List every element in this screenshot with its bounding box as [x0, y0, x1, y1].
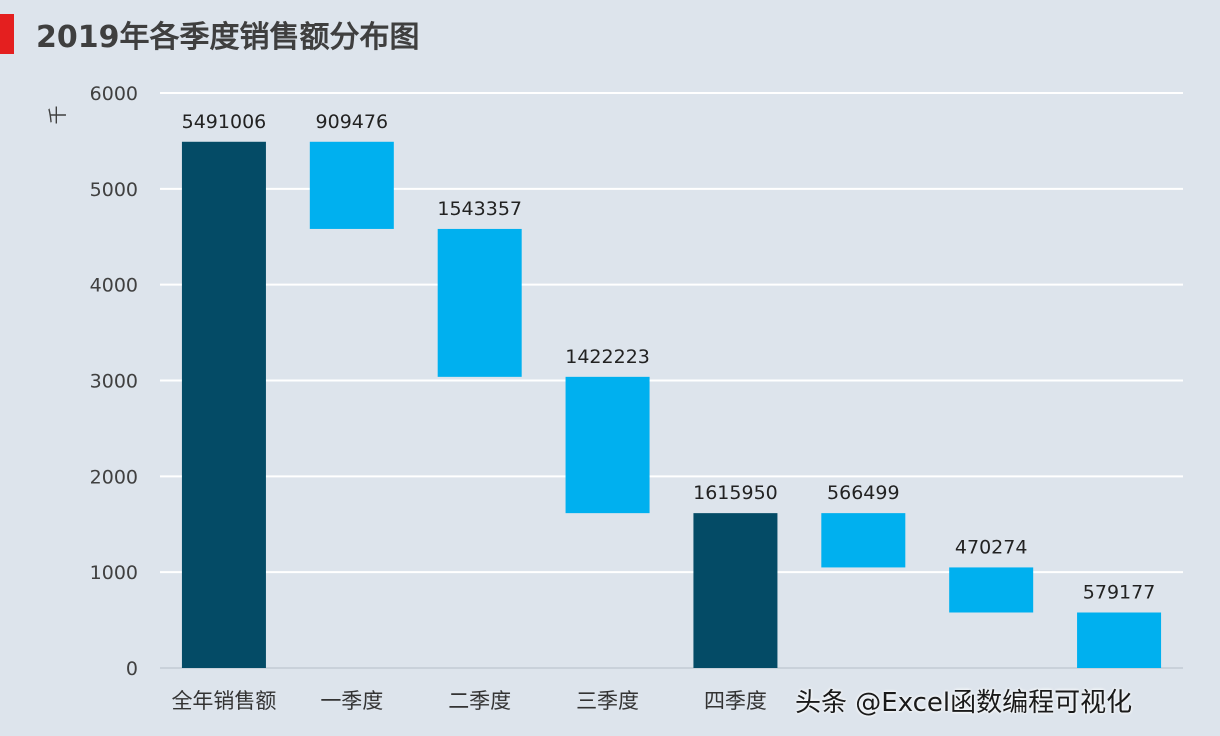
y-tick-label: 5000	[90, 179, 138, 201]
data-label: 579177	[1083, 581, 1156, 603]
data-label: 1615950	[693, 482, 778, 504]
data-label: 470274	[955, 536, 1028, 558]
data-label: 566499	[827, 482, 900, 504]
decrease-bar	[565, 376, 650, 514]
watermark: 头条 @Excel函数编程可视化	[795, 688, 1133, 718]
y-tick-label: 0	[126, 658, 138, 680]
chart-title: 2019年各季度销售额分布图	[36, 20, 420, 55]
title-accent-bar	[0, 14, 14, 54]
x-category-label: 四季度	[704, 689, 767, 713]
data-label: 1543357	[437, 198, 522, 220]
data-label: 1422223	[565, 346, 650, 368]
total-bar	[693, 513, 778, 668]
y-tick-label: 2000	[90, 466, 138, 488]
decrease-bar	[821, 513, 906, 568]
total-bar	[181, 141, 266, 669]
x-category-label: 全年销售额	[171, 689, 276, 713]
data-label: 909476	[316, 111, 389, 133]
data-label: 5491006	[182, 111, 267, 133]
y-tick-label: 3000	[90, 371, 138, 393]
decrease-bar	[949, 567, 1034, 613]
x-category-label: 一季度	[320, 689, 383, 713]
y-tick-label: 4000	[90, 275, 138, 297]
y-axis-unit-label: 千	[47, 105, 69, 124]
decrease-bar	[437, 228, 522, 377]
x-category-label: 三季度	[576, 689, 639, 713]
y-tick-label: 6000	[90, 83, 138, 105]
decrease-bar	[1077, 612, 1162, 668]
y-tick-label: 1000	[90, 562, 138, 584]
x-category-label: 二季度	[448, 689, 511, 713]
decrease-bar	[309, 141, 394, 229]
